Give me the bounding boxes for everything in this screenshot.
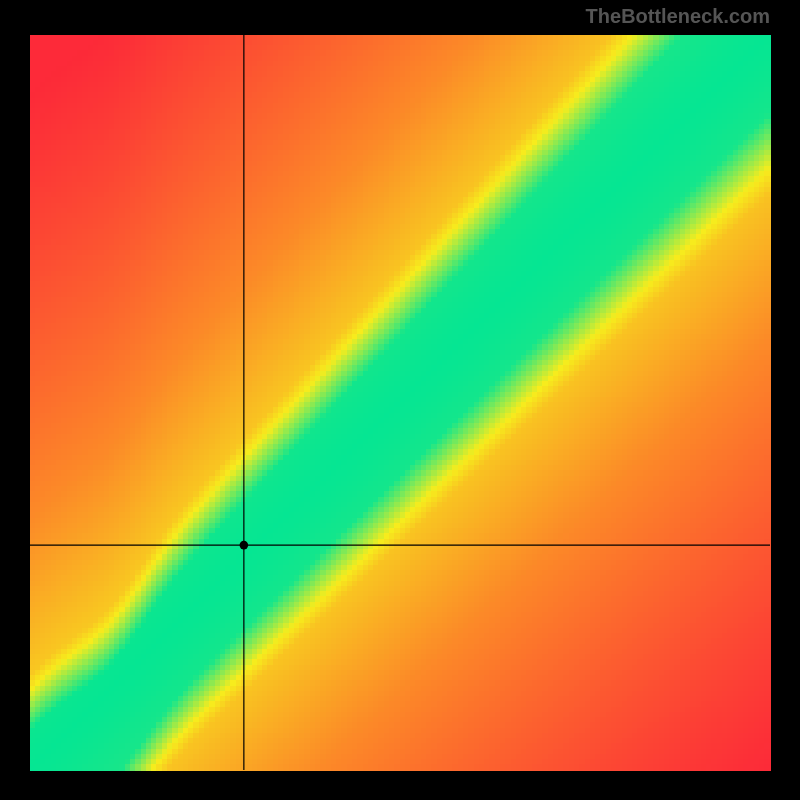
watermark-text: TheBottleneck.com bbox=[586, 6, 770, 29]
chart-container: TheBottleneck.com bbox=[0, 0, 800, 800]
bottleneck-heatmap bbox=[0, 0, 800, 800]
